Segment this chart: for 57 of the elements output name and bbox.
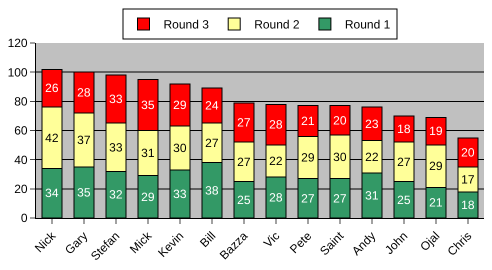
y-tick-label: 100 (8, 65, 28, 80)
data-label: 27 (397, 154, 411, 169)
data-label: 20 (333, 113, 347, 128)
data-label: 24 (205, 98, 219, 113)
x-tick-label: Nick (32, 228, 60, 256)
data-label: 30 (333, 150, 347, 164)
data-label: 35 (77, 185, 91, 200)
y-tick-label: 0 (20, 211, 28, 226)
data-label: 17 (461, 172, 475, 186)
y-tick-label: 20 (14, 182, 28, 196)
data-label: 28 (269, 190, 283, 205)
data-label: 33 (109, 92, 123, 106)
data-label: 27 (237, 115, 251, 130)
data-label: 27 (301, 191, 315, 206)
data-label: 21 (301, 114, 315, 128)
data-label: 31 (141, 146, 155, 160)
data-label: 30 (173, 141, 187, 156)
y-tick-label: 120 (8, 36, 28, 50)
data-label: 27 (205, 136, 219, 150)
y-tick-label: 60 (14, 124, 28, 138)
data-label: 42 (45, 130, 59, 145)
data-label: 29 (429, 159, 443, 174)
legend-label: Round 1 (344, 18, 391, 32)
data-label: 22 (365, 150, 379, 164)
data-label: 37 (77, 132, 91, 147)
data-label: 33 (173, 186, 187, 201)
data-label: 29 (141, 190, 155, 204)
x-tick-label: Pete (287, 228, 315, 256)
data-label: 25 (237, 192, 251, 207)
data-label: 33 (109, 140, 123, 154)
data-label: 28 (269, 118, 283, 132)
data-label: 27 (237, 154, 251, 169)
legend-label: Round 3 (164, 18, 210, 32)
data-label: 29 (301, 150, 315, 164)
data-label: 34 (45, 186, 59, 200)
data-label: 26 (45, 81, 59, 96)
data-label: 21 (429, 196, 443, 210)
x-tick-label: Ojal (417, 228, 442, 254)
y-tick-label: 40 (14, 152, 28, 167)
data-label: 19 (429, 124, 443, 138)
data-label: 22 (269, 154, 283, 168)
legend-label: Round 2 (254, 18, 300, 32)
data-label: 31 (365, 188, 379, 202)
data-label: 32 (109, 188, 123, 202)
x-tick-label: Vic (260, 228, 282, 250)
data-label: 20 (461, 145, 475, 160)
data-label: 38 (205, 183, 219, 198)
y-tick-label: 80 (14, 94, 28, 109)
data-label: 18 (461, 198, 475, 212)
data-label: 35 (141, 98, 155, 112)
x-tick-label: Bill (197, 228, 218, 250)
data-label: 23 (365, 116, 379, 131)
data-label: 25 (397, 192, 411, 207)
data-label: 18 (397, 122, 411, 136)
data-label: 27 (333, 191, 347, 206)
data-label: 29 (173, 98, 187, 112)
data-label: 28 (77, 86, 91, 100)
